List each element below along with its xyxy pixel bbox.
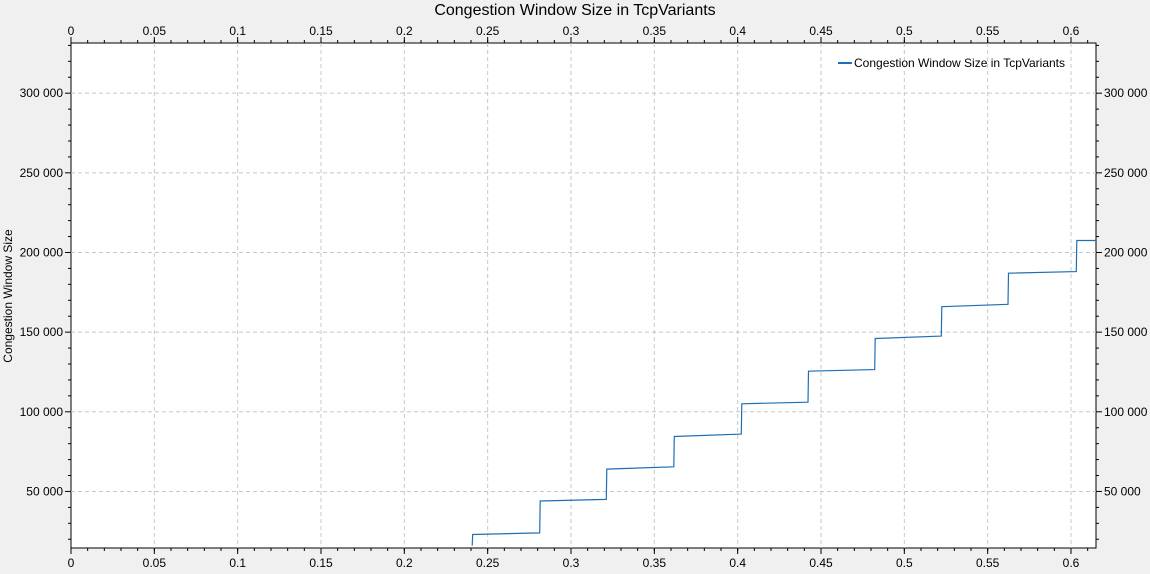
x-tick-label-top: 0.5 [896,24,913,38]
x-tick-label-top: 0.15 [309,24,333,38]
x-tick-label-top: 0.55 [976,24,1000,38]
y-axis-label: Congestion Window Size [1,229,15,363]
x-tick-label-top: 0.25 [476,24,500,38]
chart-title: Congestion Window Size in TcpVariants [434,2,715,19]
x-tick-label-top: 0.35 [643,24,667,38]
legend-label: Congestion Window Size in TcpVariants [854,56,1065,70]
y-tick-label-left: 100 000 [20,405,64,419]
x-tick-label-bottom: 0.55 [976,556,1000,570]
x-tick-label-bottom: 0.35 [643,556,667,570]
x-tick-label-top: 0.4 [729,24,746,38]
y-tick-label-right: 300 000 [1104,86,1148,100]
x-tick-label-top: 0.45 [809,24,833,38]
x-tick-label-bottom: 0.2 [396,556,413,570]
y-tick-label-right: 100 000 [1104,405,1148,419]
axis-ticks: 0 0 0.05 0.05 0.1 0.1 0.15 0.15 0.2 0.2 0.25 0.25 0.… [20,24,1148,570]
x-tick-label-bottom: 0.45 [809,556,833,570]
x-tick-label-bottom: 0.25 [476,556,500,570]
x-tick-label-bottom: 0.6 [1063,556,1080,570]
y-tick-label-right: 200 000 [1104,245,1148,259]
series-layer [471,239,1096,546]
y-tick-label-left: 300 000 [20,86,64,100]
x-tick-label-top: 0.6 [1063,24,1080,38]
series-line [471,239,1096,546]
x-tick-label-bottom: 0.4 [729,556,746,570]
y-tick-label-right: 150 000 [1104,325,1148,339]
y-tick-label-right: 50 000 [1104,484,1141,498]
x-tick-label-bottom: 0.5 [896,556,913,570]
y-tick-label-left: 250 000 [20,166,64,180]
grid [71,43,1096,548]
x-tick-label-bottom: 0.1 [229,556,246,570]
legend: Congestion Window Size in TcpVariants [838,56,1065,70]
x-tick-label-top: 0 [68,24,75,38]
x-tick-label-bottom: 0.3 [563,556,580,570]
x-tick-label-bottom: 0.05 [143,556,167,570]
x-tick-label-top: 0.05 [143,24,167,38]
x-tick-label-top: 0.2 [396,24,413,38]
x-tick-label-top: 0.1 [229,24,246,38]
x-tick-label-top: 0.3 [563,24,580,38]
y-tick-label-left: 200 000 [20,245,64,259]
x-tick-label-bottom: 0 [68,556,75,570]
plot-area [70,42,1097,549]
x-tick-label-bottom: 0.15 [309,556,333,570]
y-tick-label-right: 250 000 [1104,166,1148,180]
y-tick-label-left: 50 000 [26,484,63,498]
y-tick-label-left: 150 000 [20,325,64,339]
